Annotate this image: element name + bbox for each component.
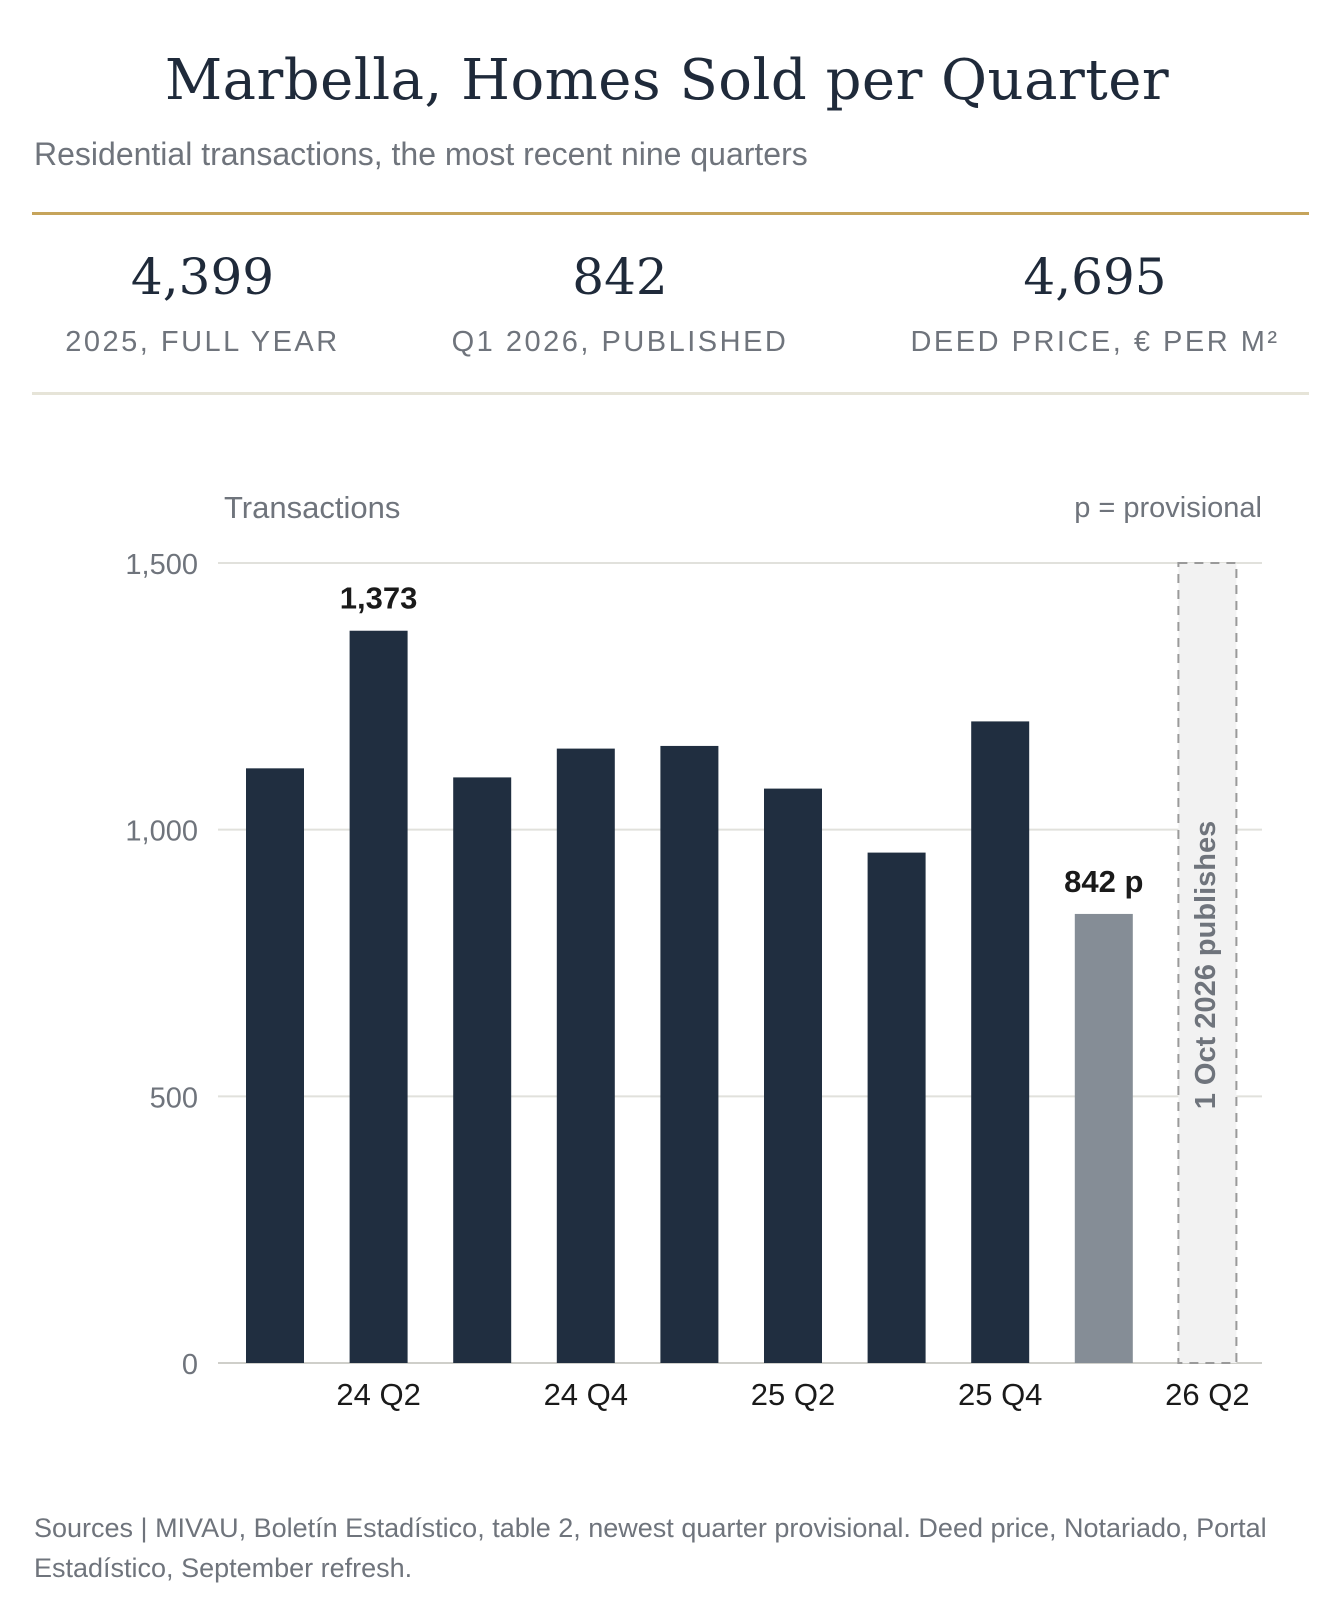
provisional-note: p = provisional (1074, 492, 1262, 524)
x-tick-label: 24 Q2 (336, 1377, 420, 1412)
x-tick-label: 25 Q4 (958, 1377, 1042, 1412)
source-note: Sources | MIVAU, Boletín Estadístico, ta… (34, 1513, 1267, 1583)
x-tick-label: 26 Q2 (1165, 1377, 1249, 1412)
kpi-label: Q1 2026, PUBLISHED (451, 326, 789, 358)
y-tick-label: 1,500 (125, 549, 198, 581)
bar (867, 852, 926, 1363)
bar (246, 768, 304, 1363)
x-tick-label: 25 Q2 (751, 1377, 835, 1412)
chart-subtitle: Residential transactions, the most recen… (34, 136, 808, 172)
bar (349, 630, 408, 1363)
kpi-value: 4,399 (130, 248, 275, 306)
bar (971, 721, 1030, 1363)
bar (453, 777, 512, 1363)
bar (660, 745, 719, 1363)
bar-value-label: 842 p (1064, 864, 1143, 899)
bar (1074, 913, 1133, 1363)
x-tick-label: 24 Q4 (544, 1377, 628, 1412)
kpi-q1-2026: 842 Q1 2026, PUBLISHED (435, 248, 805, 359)
header-divider (32, 212, 1309, 215)
pending-bar (1177, 562, 1238, 1364)
bar (764, 788, 822, 1363)
kpi-divider (32, 392, 1309, 395)
bar (556, 748, 615, 1363)
y-tick-label: 500 (150, 1082, 198, 1114)
kpi-deed-price: 4,695 DEED PRICE, € PER M² (895, 248, 1295, 359)
chart-title: Marbella, Homes Sold per Quarter (164, 48, 1170, 113)
kpi-full-year: 4,399 2025, FULL YEAR (30, 248, 375, 359)
kpi-value: 842 (572, 248, 668, 306)
bar-value-label: 1,373 (340, 581, 418, 616)
kpi-label: DEED PRICE, € PER M² (910, 326, 1280, 358)
pending-bar-label: 1 Oct 2026 publishes (1190, 821, 1222, 1110)
y-tick-label: 0 (182, 1349, 198, 1381)
kpi-label: 2025, FULL YEAR (65, 326, 340, 358)
y-axis-label: Transactions (224, 490, 401, 525)
y-tick-label: 1,000 (125, 816, 198, 848)
kpi-value: 4,695 (1023, 248, 1167, 306)
